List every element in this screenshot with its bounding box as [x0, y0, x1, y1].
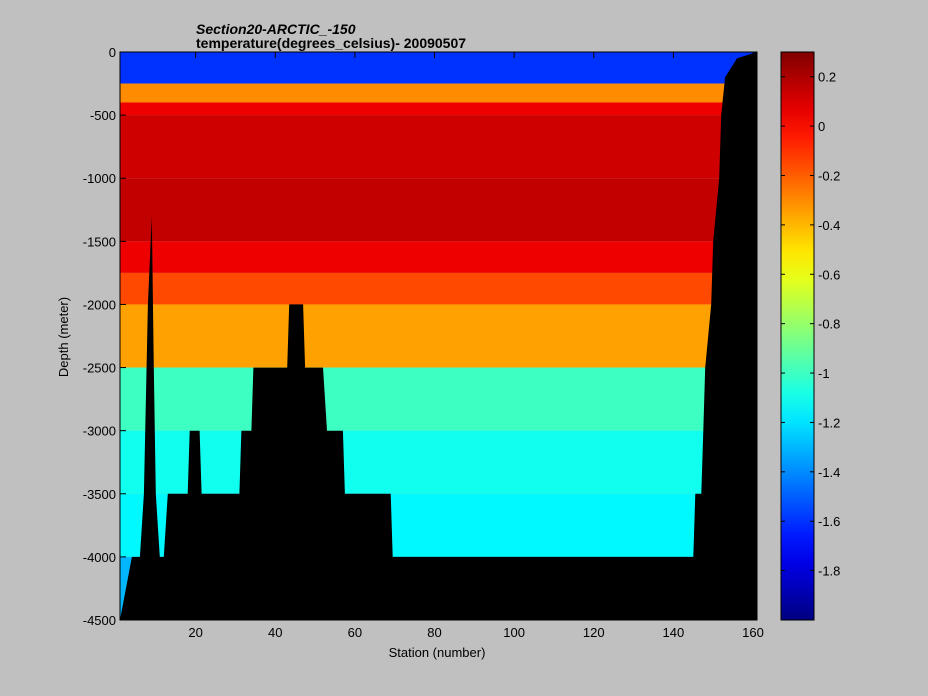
- colorbar-tick-label-1: 0: [818, 119, 825, 134]
- y-tick-label-6: -3000: [83, 424, 116, 439]
- y-tick-label-1: -500: [90, 108, 116, 123]
- temperature-layer-4: [120, 178, 757, 242]
- y-axis-label: Depth (meter): [56, 297, 71, 377]
- chart-subtitle: temperature(degrees_celsius)- 20090507: [196, 35, 466, 51]
- colorbar-tick-label-7: -1.2: [818, 415, 840, 430]
- temperature-layer-7: [120, 304, 757, 368]
- temperature-layer-0: [120, 52, 757, 84]
- temperature-layer-2: [120, 102, 757, 116]
- y-tick-label-7: -3500: [83, 487, 116, 502]
- colorbar-gradient: [780, 51, 815, 621]
- x-tick-label-4: 100: [503, 625, 525, 640]
- temperature-layer-3: [120, 115, 757, 179]
- y-tick-label-9: -4500: [83, 613, 116, 628]
- colorbar-tick-label-0: 0.2: [818, 70, 836, 85]
- y-tick-label-3: -1500: [83, 234, 116, 249]
- colorbar-tick-label-3: -0.4: [818, 218, 840, 233]
- colorbar-tick-label-2: -0.2: [818, 168, 840, 183]
- colorbar-tick-label-6: -1: [818, 366, 830, 381]
- y-tick-label-4: -2000: [83, 297, 116, 312]
- temperature-section-plot: 20 40 60 80 100 120 140 160 0 -500 -1000 -1500 -2000…: [83, 45, 764, 640]
- y-tick-label-8: -4000: [83, 550, 116, 565]
- x-axis-label: Station (number): [389, 645, 486, 660]
- colorbar: 0.2 0 -0.2 -0.4 -0.6 -0.8 -1 -1.2 -1.4 -1.6 -1.8: [780, 51, 840, 621]
- seafloor-bathymetry: [120, 52, 757, 620]
- colorbar-tick-label-9: -1.6: [818, 514, 840, 529]
- colorbar-tick-label-4: -0.6: [818, 267, 840, 282]
- y-tick-label-0: 0: [109, 45, 116, 60]
- x-tick-label-2: 60: [348, 625, 362, 640]
- x-tick-label-5: 120: [583, 625, 605, 640]
- colorbar-tick-label-5: -0.8: [818, 317, 840, 332]
- x-tick-label-1: 40: [268, 625, 282, 640]
- plot-frame: [119, 51, 758, 621]
- temperature-layer-9: [120, 430, 757, 494]
- temperature-layer-6: [120, 272, 757, 305]
- colorbar-tick-label-8: -1.4: [818, 465, 840, 480]
- chart-title: Section20-ARCTIC_-150: [196, 21, 356, 37]
- temperature-layer-1: [120, 83, 757, 103]
- x-tick-label-7: 160: [742, 625, 764, 640]
- temperature-layer-5: [120, 241, 757, 273]
- temperature-layer-8: [120, 367, 757, 431]
- y-tick-label-5: -2500: [83, 361, 116, 376]
- y-tick-label-2: -1000: [83, 171, 116, 186]
- colorbar-tick-label-10: -1.8: [818, 564, 840, 579]
- x-tick-label-0: 20: [188, 625, 202, 640]
- x-tick-label-3: 80: [427, 625, 441, 640]
- x-tick-label-6: 140: [663, 625, 685, 640]
